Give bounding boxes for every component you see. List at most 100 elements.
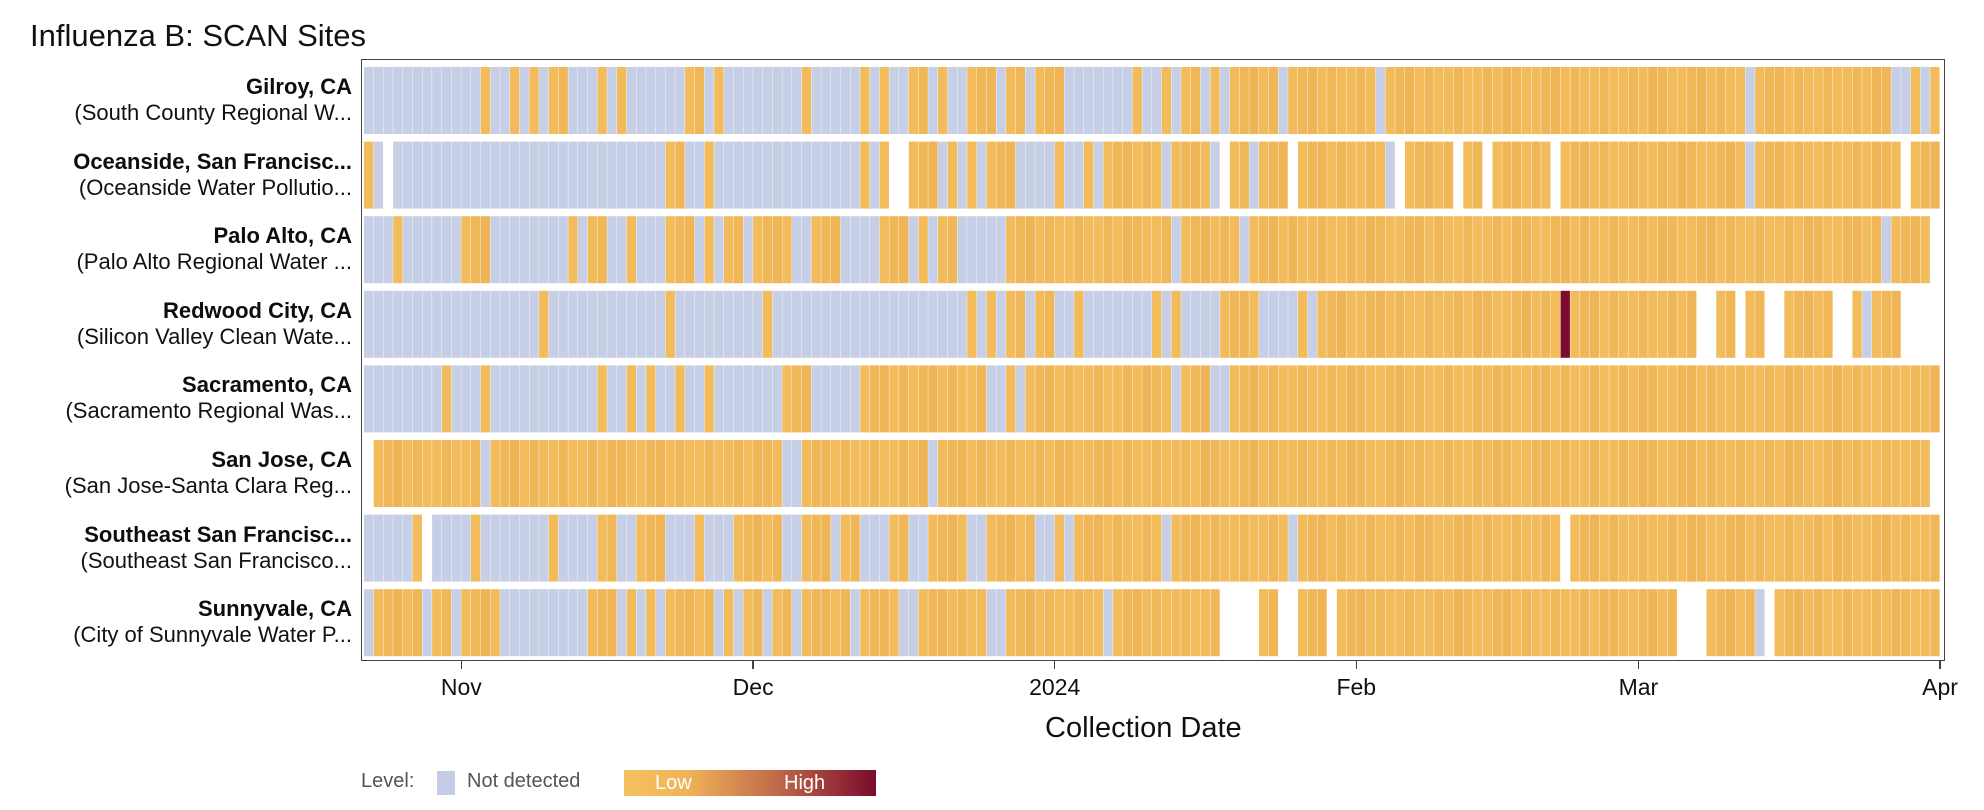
x-tick-mark (1053, 661, 1056, 669)
heatmap-cell-low (1521, 67, 1532, 134)
heatmap-cell-low (1482, 589, 1493, 657)
heatmap-cell-nd (607, 365, 617, 433)
heatmap-cell-low (1093, 440, 1103, 507)
heatmap-cell-low (1570, 365, 1580, 433)
heatmap-cell-nd (509, 290, 520, 358)
heatmap-cell-low (1891, 365, 1901, 433)
heatmap-cell-nd (1015, 365, 1026, 433)
heatmap-cell-low (1541, 216, 1551, 284)
heatmap-cell-nd (451, 67, 461, 134)
heatmap-cell-nd (860, 514, 870, 582)
heatmap-row (364, 141, 1940, 209)
heatmap-cell-low (976, 67, 987, 134)
heatmap-cell-low (753, 440, 763, 507)
heatmap-cell-low (1862, 514, 1872, 582)
heatmap-cell-low (1064, 216, 1074, 284)
heatmap-cell-nd (675, 290, 685, 358)
row-site-name: Sacramento, CA (182, 372, 352, 398)
heatmap-cell-nd (957, 216, 967, 284)
heatmap-cell-low (1842, 440, 1853, 507)
row-label: San Jose, CA (San Jose-Santa Clara Reg... (0, 447, 352, 499)
heatmap-cell-low (1395, 440, 1405, 507)
heatmap-cell-low (1852, 141, 1862, 209)
heatmap-cell-low (1871, 589, 1882, 657)
heatmap-cell-nd (616, 589, 627, 657)
heatmap-cell-low (1054, 440, 1065, 507)
heatmap-cell-low (1511, 290, 1522, 358)
heatmap-cell-low (1794, 290, 1804, 358)
heatmap-cell-low (1220, 440, 1230, 507)
heatmap-cell-low (402, 440, 413, 507)
heatmap-cell-nd (753, 141, 763, 209)
heatmap-cell-nd (889, 67, 899, 134)
heatmap-cell-low (1375, 141, 1386, 209)
heatmap-cell-low (1297, 216, 1308, 284)
heatmap-cell-nd (636, 365, 646, 433)
heatmap-cell-low (879, 589, 889, 657)
heatmap-cell-low (1190, 141, 1201, 209)
heatmap-cell-nd (792, 514, 802, 582)
heatmap-cell-nd (937, 290, 948, 358)
heatmap-cell-low (1667, 365, 1677, 433)
heatmap-cell-low (1113, 141, 1123, 209)
heatmap-cell-low (1706, 514, 1716, 582)
heatmap-cell-low (1920, 365, 1930, 433)
heatmap-cell-nd (1259, 290, 1269, 358)
heatmap-cell-low (723, 589, 734, 657)
heatmap-cell-low (1657, 290, 1668, 358)
heatmap-cell-low (811, 589, 821, 657)
heatmap-cell-nd (587, 290, 598, 358)
heatmap-cell-nd (441, 141, 452, 209)
heatmap-cell-low (1842, 216, 1853, 284)
heatmap-cell-nd (490, 290, 500, 358)
heatmap-cell-low (675, 141, 685, 209)
heatmap-cell-low (1521, 440, 1532, 507)
heatmap-cell-low (1346, 365, 1356, 433)
heatmap-cell-low (918, 141, 928, 209)
heatmap-cell-low (1910, 141, 1921, 209)
heatmap-cell-nd (626, 67, 636, 134)
heatmap-cell-low (1823, 365, 1833, 433)
heatmap-cell-nd (509, 589, 520, 657)
heatmap-cell-nd (928, 290, 938, 358)
heatmap-cell-low (1618, 216, 1629, 284)
heatmap-cell-nd (976, 141, 987, 209)
heatmap-cell-low (869, 589, 880, 657)
heatmap-cell-nd (675, 67, 685, 134)
heatmap-cell-low (1268, 216, 1279, 284)
heatmap-cell-low (1268, 141, 1279, 209)
heatmap-cell-nd (1171, 67, 1181, 134)
heatmap-cell-low (685, 67, 695, 134)
heatmap-cell-low (1356, 141, 1366, 209)
heatmap-cell-nd (996, 67, 1006, 134)
heatmap-cell-low (1745, 216, 1755, 284)
heatmap-cell-low (1463, 216, 1473, 284)
heatmap-cell-low (607, 514, 617, 582)
heatmap-cell-low (1278, 365, 1288, 433)
heatmap-cell-nd (714, 589, 724, 657)
heatmap-cell-low (753, 589, 763, 657)
heatmap-cell-low (471, 216, 481, 284)
heatmap-cell-low (1259, 141, 1269, 209)
heatmap-cell-low (1511, 365, 1522, 433)
row-label: Redwood City, CA (Silicon Valley Clean Wa… (0, 298, 352, 350)
heatmap-cell-low (1142, 365, 1152, 433)
heatmap-cell-nd (616, 514, 627, 582)
heatmap-cell-nd (811, 290, 821, 358)
heatmap-cell-low (1774, 67, 1784, 134)
heatmap-cell-low (1317, 141, 1327, 209)
heatmap-cell-low (1171, 589, 1181, 657)
heatmap-cell-low (1473, 290, 1483, 358)
heatmap-cell-low (1638, 67, 1648, 134)
heatmap-cell-low (1035, 365, 1045, 433)
heatmap-cell-nd (402, 141, 413, 209)
heatmap-cell-low (1015, 290, 1026, 358)
heatmap-cell-nd (509, 514, 520, 582)
heatmap-cell-nd (685, 290, 695, 358)
heatmap-cell-low (1813, 440, 1823, 507)
heatmap-cell-low (587, 440, 598, 507)
heatmap-cell-nd (743, 365, 753, 433)
heatmap-cell-low (879, 365, 889, 433)
heatmap-cell-low (1910, 589, 1921, 657)
heatmap-cell-nd (432, 290, 442, 358)
